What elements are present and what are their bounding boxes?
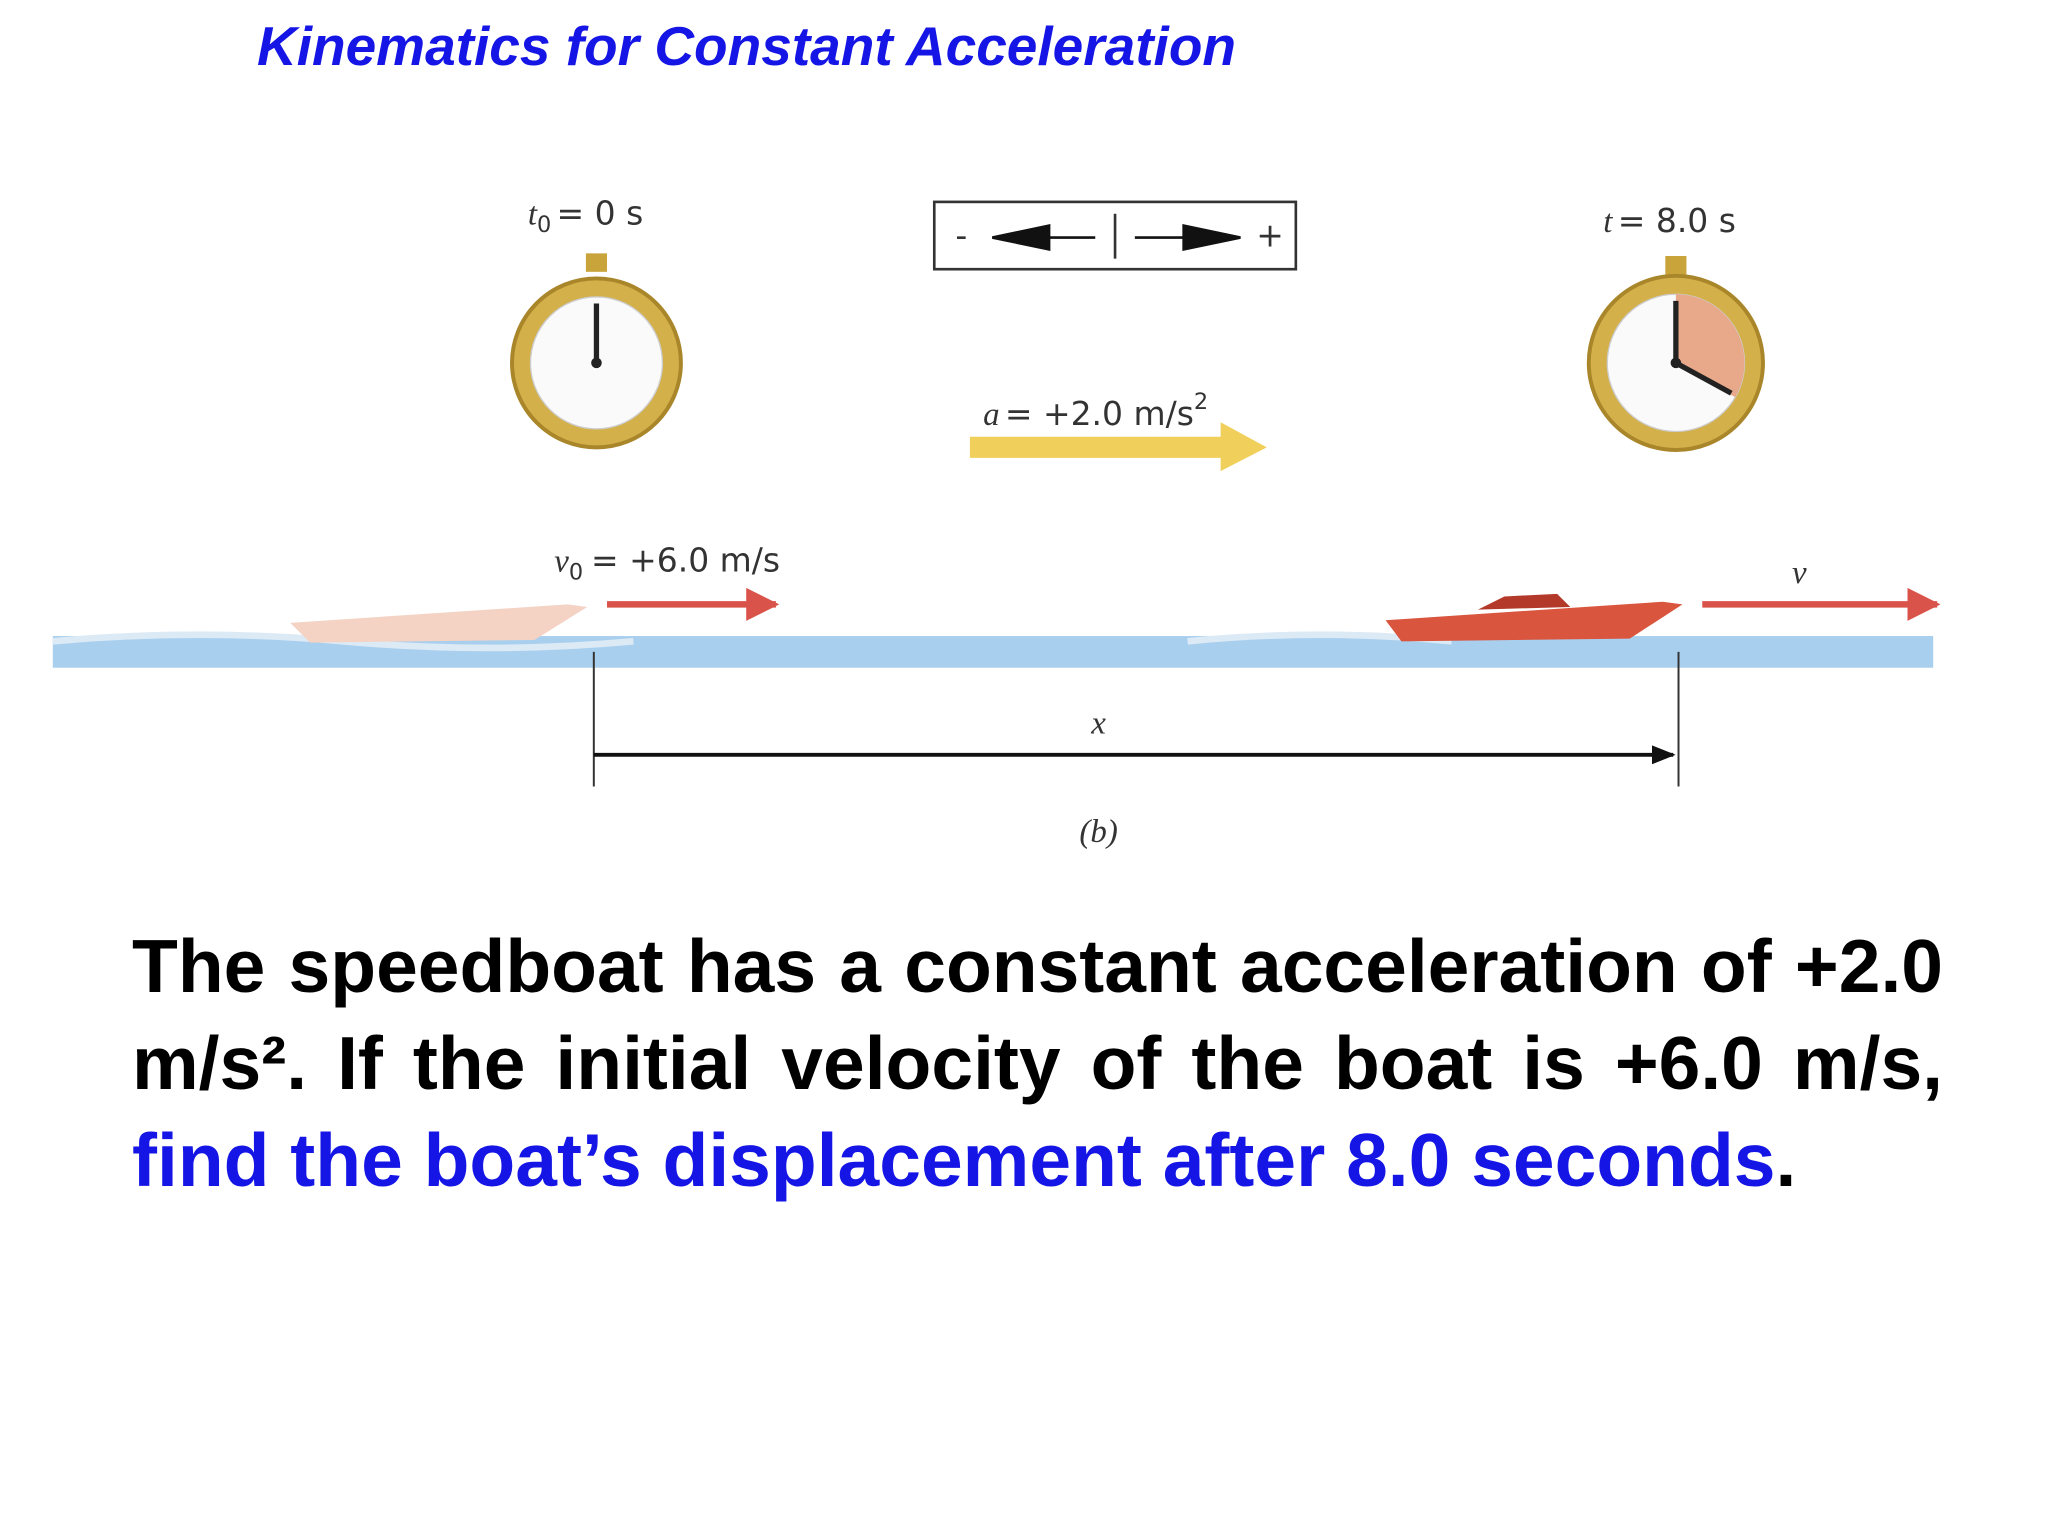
start-time-label: t0 = 0 s xyxy=(528,193,643,238)
negative-arrow xyxy=(992,224,1096,252)
problem-question: find the boat’s displacement after 8.0 s… xyxy=(132,1118,1776,1202)
slide-title: Kinematics for Constant Acceleration xyxy=(257,15,1237,77)
end-time-label: t = 8.0 s xyxy=(1603,201,1736,240)
start-clock xyxy=(510,253,683,450)
problem-end: . xyxy=(1775,1118,1797,1202)
problem-text: The speedboat has a constant acceleratio… xyxy=(132,918,1943,1209)
end-clock xyxy=(1586,256,1765,452)
acceleration-label: a = +2.0 m/s2 xyxy=(983,389,1208,433)
caption: (b) xyxy=(1079,814,1117,850)
displacement-label: x xyxy=(1090,706,1106,742)
positive-arrow xyxy=(1134,224,1241,252)
negative-sign: - xyxy=(955,216,967,255)
problem-statement: The speedboat has a constant acceleratio… xyxy=(132,924,1943,1105)
positive-sign: + xyxy=(1256,216,1284,255)
acceleration-arrow xyxy=(969,422,1267,472)
boat-end xyxy=(1385,601,1683,642)
boat-start xyxy=(290,604,588,643)
final-velocity-label: v xyxy=(1792,555,1807,591)
initial-velocity-label: v0 = +6.0 m/s xyxy=(554,540,780,585)
